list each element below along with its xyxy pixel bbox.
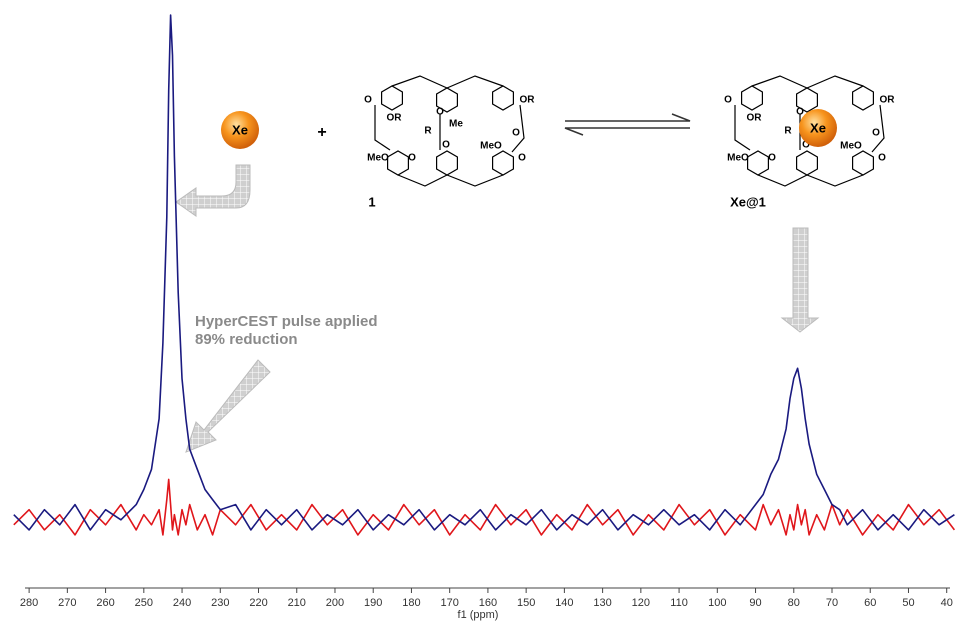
xe-atom — [799, 109, 837, 147]
atom-label: Me — [449, 119, 463, 130]
ring — [741, 85, 763, 111]
atom-label: O — [518, 153, 526, 164]
x-tick-label: 160 — [479, 597, 497, 609]
diagonal-arrow — [185, 359, 271, 453]
cage-bonds — [734, 75, 885, 187]
ring — [436, 87, 458, 113]
ring — [796, 150, 818, 176]
x-tick-label: 120 — [632, 597, 650, 609]
structure-name: 1 — [368, 194, 375, 209]
x-tick-label: 190 — [364, 597, 382, 609]
atom-label: O — [408, 153, 416, 164]
ring — [436, 150, 458, 176]
ring — [796, 87, 818, 113]
x-tick-label: 260 — [96, 597, 114, 609]
ring — [852, 150, 874, 176]
x-tick-label: 180 — [402, 597, 420, 609]
x-tick-label: 90 — [749, 597, 761, 609]
x-tick-label: 170 — [440, 597, 458, 609]
x-tick-label: 60 — [864, 597, 876, 609]
atom-label: O — [724, 95, 732, 106]
x-tick-label: 100 — [708, 597, 726, 609]
x-tick-label: 250 — [135, 597, 153, 609]
x-tick-label: 110 — [670, 597, 688, 609]
atom-label: R — [784, 126, 792, 137]
structure: OORORMeOOROMeOMeOOOXe@1Xe — [724, 75, 896, 209]
plus: + — [317, 124, 326, 141]
x-tick-label: 220 — [249, 597, 267, 609]
down-arrow — [780, 227, 820, 333]
x-axis-title: f1 (ppm) — [458, 609, 499, 621]
cage-bonds — [374, 75, 525, 187]
atom-label: O — [802, 140, 810, 151]
x-tick-label: 80 — [788, 597, 800, 609]
spectrum-line — [13, 478, 956, 536]
atom-label: O — [878, 153, 886, 164]
x-tick-label: 270 — [58, 597, 76, 609]
x-tick-label: 240 — [173, 597, 191, 609]
equilibrium-arrows — [564, 113, 691, 136]
atom-label: MeO — [840, 141, 862, 152]
atom-label: OR — [880, 95, 896, 106]
atom-label: MeO — [367, 153, 389, 164]
atom-label: O — [364, 95, 372, 106]
xe-label: Xe — [232, 122, 248, 137]
atom-label: MeO — [480, 141, 502, 152]
x-tick-label: 130 — [593, 597, 611, 609]
ring — [747, 150, 769, 176]
atom-label: O — [512, 128, 520, 139]
xe-label: Xe — [810, 120, 826, 135]
structure-name: Xe@1 — [730, 194, 766, 209]
atom-label: O — [768, 153, 776, 164]
x-tick-label: 70 — [826, 597, 838, 609]
atom-label: O — [436, 107, 444, 118]
ring — [492, 150, 514, 176]
atom-label: OR — [747, 113, 763, 124]
atom-label: R — [424, 126, 432, 137]
ring — [852, 85, 874, 111]
xe-atom — [221, 111, 259, 149]
ring — [492, 85, 514, 111]
atom-label: OR — [387, 113, 403, 124]
atom-label: O — [796, 107, 804, 118]
x-tick-label: 140 — [555, 597, 573, 609]
atom-label: MeO — [727, 153, 749, 164]
ring — [381, 85, 403, 111]
annotation: HyperCEST pulse applied — [195, 313, 378, 330]
atom-label: O — [872, 128, 880, 139]
x-tick-label: 230 — [211, 597, 229, 609]
annotation: 89% reduction — [195, 331, 298, 348]
x-tick-label: 210 — [288, 597, 306, 609]
arrows — [175, 113, 820, 453]
atom-label: O — [442, 140, 450, 151]
curved-arrow — [175, 164, 251, 217]
x-tick-label: 150 — [517, 597, 535, 609]
x-tick-label: 50 — [902, 597, 914, 609]
x-tick-label: 280 — [20, 597, 38, 609]
x-tick-label: 200 — [326, 597, 344, 609]
atom-label: OR — [520, 95, 536, 106]
spectrum-line — [13, 14, 955, 531]
x-tick-label: 40 — [941, 597, 953, 609]
ring — [387, 150, 409, 176]
